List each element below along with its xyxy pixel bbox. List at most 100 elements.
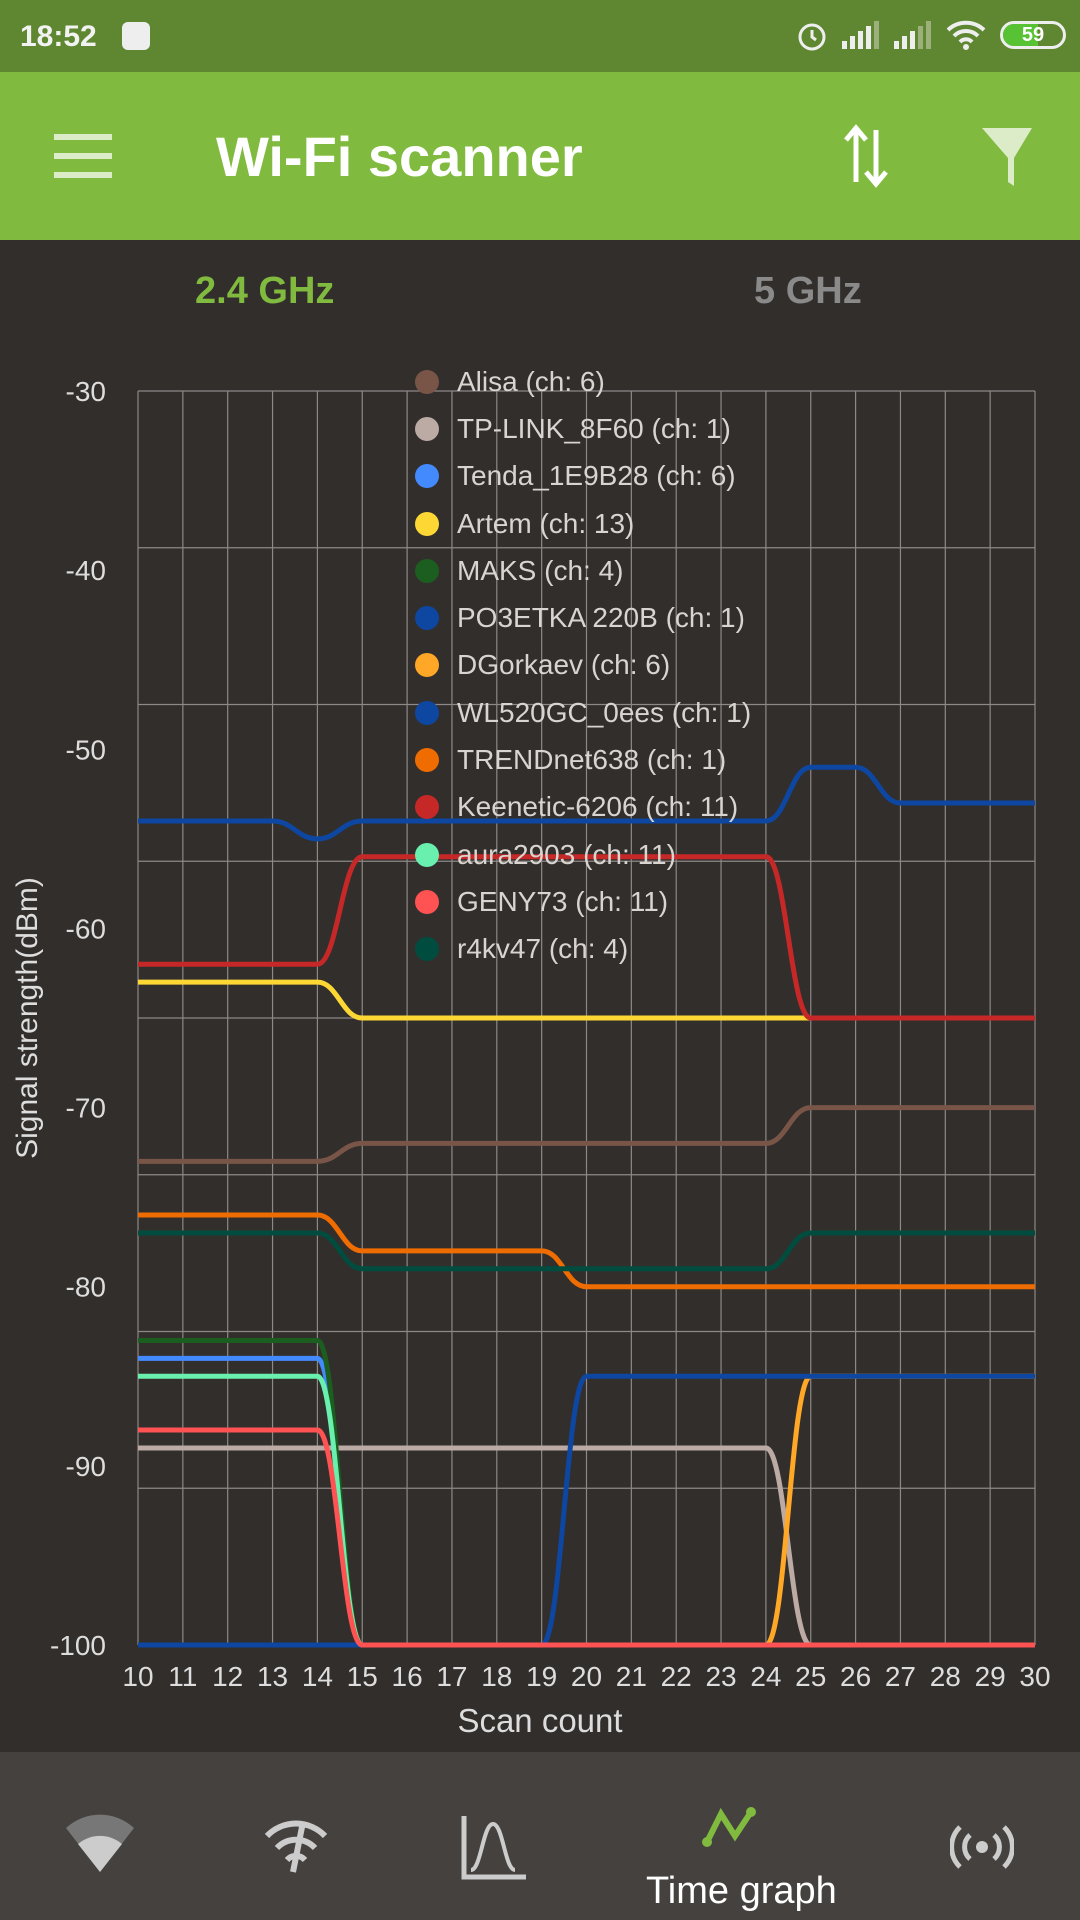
nav-time-graph-label: Time graph [646,1870,837,1912]
legend-label: GENY73 (ch: 11) [457,885,669,917]
nav-speed[interactable] [206,1752,386,1920]
x-tick-label: 23 [705,1661,736,1692]
series-line-9 [138,854,1035,1021]
legend-label: Artem (ch: 13) [457,507,635,539]
legend-label: Alisa (ch: 6) [457,365,605,397]
legend-item: Keenetic-6206 (ch: 11) [415,784,751,831]
y-tick-label: -40 [66,555,106,586]
legend-label: WL520GC_0ees (ch: 1) [457,696,752,728]
series-line-7 [137,1373,1035,1648]
x-tick-label: 10 [122,1661,153,1692]
legend-color-dot [415,369,439,394]
series-line-8 [138,1212,1035,1290]
x-tick-label: 15 [347,1661,378,1692]
x-tick-label: 17 [436,1661,467,1692]
app-toolbar: Wi-Fi scanner [0,72,1080,240]
android-notification-icon [122,22,150,50]
menu-icon[interactable] [54,134,112,178]
legend-item: Tenda_1E9B28 (ch: 6) [415,453,751,500]
x-tick-label: 16 [392,1661,423,1692]
x-tick-label: 25 [795,1661,826,1692]
filter-icon[interactable] [978,122,1038,188]
legend-color-dot [415,889,439,914]
legend-color-dot [415,653,439,678]
x-tick-label: 14 [302,1661,333,1692]
series-line-11 [137,1427,1035,1648]
sort-icon[interactable] [836,122,896,188]
legend-label: Tenda_1E9B28 (ch: 6) [457,460,736,492]
y-tick-label: -100 [50,1630,106,1661]
wifi-signal-icon [66,1814,134,1872]
time-graph-chart: -30 -40 -50 -60 -70 -80 -90 -100 10 11 12 13 14 15 16 1… [50,376,1051,1692]
legend-label: TP-LINK_8F60 (ch: 1) [457,412,731,444]
legend-color-dot [415,558,439,583]
x-tick-label: 20 [571,1661,602,1692]
status-time: 18:52 [20,20,97,53]
legend-item: Artem (ch: 13) [415,500,751,547]
legend-item: PO3ETKA 220B (ch: 1) [415,594,751,641]
nav-time-graph[interactable]: Time graph [646,1752,837,1920]
channel-graph-icon [461,1816,526,1880]
legend-label: Keenetic-6206 (ch: 11) [457,791,739,823]
y-tick-label: -30 [66,376,106,407]
broadcast-icon [950,1825,1014,1869]
x-tick-label: 13 [257,1661,288,1692]
chart-legend: Alisa (ch: 6) TP-LINK_8F60 (ch: 1) Tenda_1… [415,358,751,973]
nav-channel-graph[interactable] [404,1752,584,1920]
battery-indicator: 59 [1000,21,1066,49]
tab-5-ghz[interactable]: 5 GHz [754,270,862,312]
legend-color-dot [415,416,439,441]
legend-item: TP-LINK_8F60 (ch: 1) [415,405,751,452]
wifi-status-icon [946,20,986,50]
legend-color-dot [415,842,439,867]
legend-color-dot [415,700,439,725]
legend-color-dot [415,937,439,962]
status-icons: 59 [796,18,1066,52]
x-tick-label: 22 [661,1661,692,1692]
x-tick-label: 27 [885,1661,916,1692]
legend-color-dot [415,748,439,773]
wifi-speed-icon [264,1820,328,1873]
y-axis-label: Signal strength(dBm) [11,877,44,1159]
legend-color-dot [415,795,439,820]
y-tick-label: -70 [66,1093,106,1124]
legend-item: TRENDnet638 (ch: 1) [415,736,751,783]
x-tick-label: 12 [212,1661,243,1692]
band-tabs: 2.4 GHz 5 GHz [0,240,1080,340]
series-line-5 [138,764,1035,842]
y-tick-label: -90 [66,1451,106,1482]
legend-item: aura2903 (ch: 11) [415,831,751,878]
legend-color-dot [415,606,439,631]
cell-signal-2-icon [894,21,931,49]
legend-item: DGorkaev (ch: 6) [415,642,751,689]
alarm-icon [798,23,826,51]
legend-color-dot [415,464,439,489]
legend-label: TRENDnet638 (ch: 1) [457,744,727,776]
legend-label: DGorkaev (ch: 6) [457,649,671,681]
x-tick-label: 28 [930,1661,961,1692]
series-line-12 [137,1230,1035,1272]
legend-item: GENY73 (ch: 11) [415,878,751,925]
legend-label: MAKS (ch: 4) [457,554,624,586]
legend-label: PO3ETKA 220B (ch: 1) [457,602,745,634]
time-graph-icon [702,1807,756,1847]
nav-signal[interactable] [10,1752,190,1920]
page-title: Wi-Fi scanner [216,125,583,188]
y-tick-label: -80 [66,1272,106,1303]
x-tick-label: 30 [1019,1661,1050,1692]
tab-2-4-ghz[interactable]: 2.4 GHz [195,270,335,312]
x-tick-label: 24 [750,1661,781,1692]
x-tick-label: 11 [168,1661,197,1692]
legend-item: MAKS (ch: 4) [415,547,751,594]
y-tick-label: -60 [66,913,106,944]
nav-broadcast[interactable] [892,1752,1072,1920]
legend-label: r4kv47 (ch: 4) [457,933,629,965]
legend-item: Alisa (ch: 6) [415,358,751,405]
x-tick-label: 19 [526,1661,557,1692]
legend-color-dot [415,511,439,536]
legend-item: r4kv47 (ch: 4) [415,926,751,973]
x-tick-label: 29 [975,1661,1006,1692]
x-tick-label: 18 [481,1661,512,1692]
x-tick-label: 21 [616,1661,647,1692]
legend-item: WL520GC_0ees (ch: 1) [415,689,751,736]
